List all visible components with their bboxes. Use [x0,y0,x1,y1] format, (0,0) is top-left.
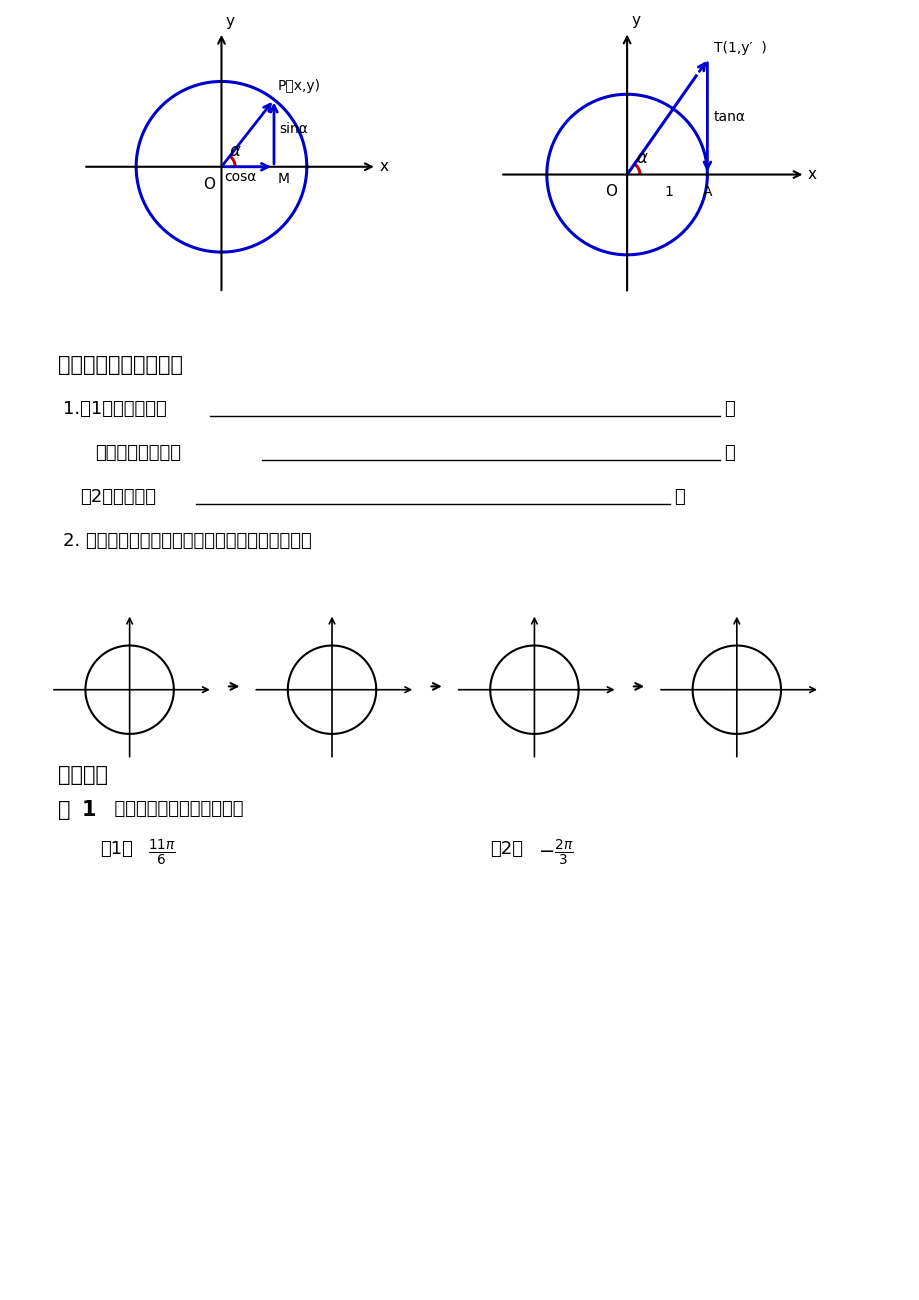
Text: （1）: （1） [100,840,132,858]
Text: cosα: cosα [224,170,256,185]
Text: $\frac{11\pi}{6}$: $\frac{11\pi}{6}$ [148,838,176,868]
Text: 。: 。 [723,400,734,419]
Text: 1: 1 [82,800,96,820]
Text: O: O [202,177,214,192]
Text: x: x [807,166,816,182]
Text: y: y [225,13,234,29]
Text: T(1,y′  ): T(1,y′ ) [713,42,766,55]
Text: 1: 1 [664,185,673,199]
Text: O: O [605,185,617,199]
Text: （2）: （2） [490,840,522,858]
Text: x: x [379,160,388,174]
Text: 1.（1）有向线段：: 1.（1）有向线段： [62,400,166,419]
Text: tanα: tanα [713,111,745,125]
Text: P（x,y): P（x,y) [278,79,320,92]
Text: 二、知识建构与应用：: 二、知识建构与应用： [58,355,183,374]
Text: α: α [636,150,647,168]
Text: 有向线段的数量：: 有向线段的数量： [95,445,181,461]
Text: 2. 请在下边作出终边在不同象限时的三角函数线：: 2. 请在下边作出终边在不同象限时的三角函数线： [62,532,312,550]
Text: 例: 例 [58,800,71,820]
Text: 作出下列各角的三角函数线: 作出下列各角的三角函数线 [103,800,244,818]
Text: α: α [230,142,241,160]
Text: 。: 。 [723,445,734,461]
Text: y: y [630,13,640,29]
Text: A: A [702,185,711,199]
Text: （2）单位圆：: （2）单位圆： [80,488,156,506]
Text: sinα: sinα [278,122,308,136]
Text: 三、例题: 三、例题 [58,764,108,785]
Text: $-\frac{2\pi}{3}$: $-\frac{2\pi}{3}$ [538,838,573,868]
Text: M: M [278,172,289,186]
Text: 。: 。 [674,488,684,506]
